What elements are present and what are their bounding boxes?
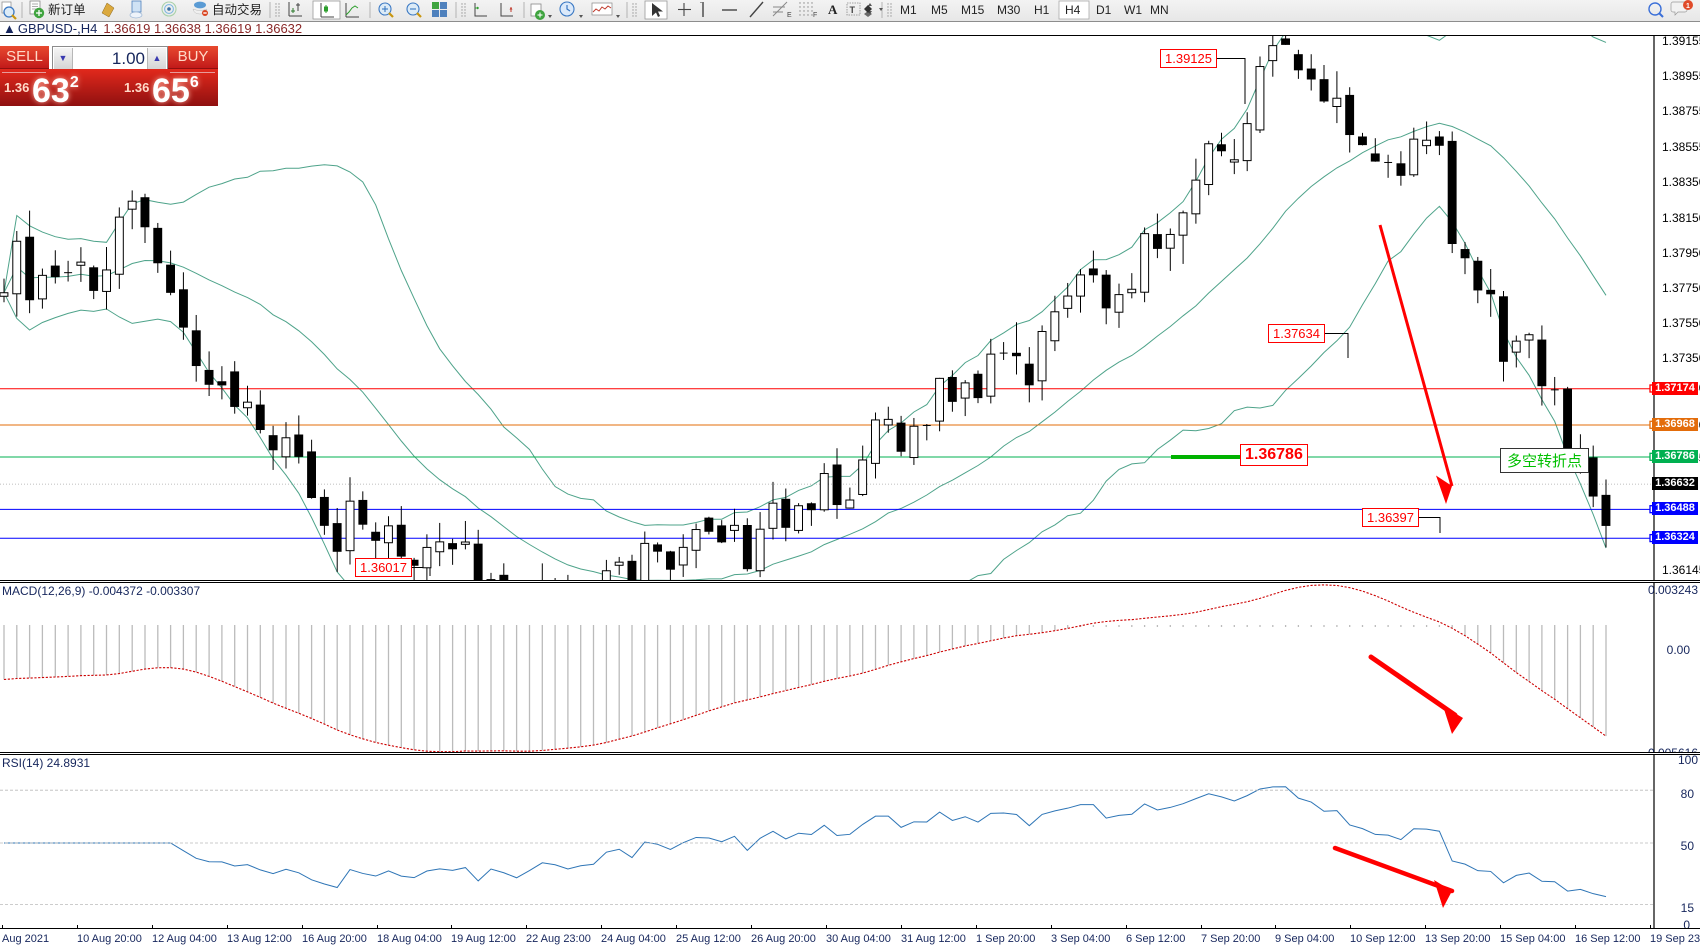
svg-text:W1: W1: [1124, 3, 1142, 17]
svg-text:M1: M1: [900, 3, 917, 17]
svg-text:A: A: [828, 2, 838, 17]
svg-text:T: T: [850, 5, 856, 15]
svg-text:H4: H4: [1065, 3, 1081, 17]
svg-text:MN: MN: [1150, 3, 1169, 17]
svg-text:M5: M5: [931, 3, 948, 17]
svg-text:D1: D1: [1096, 3, 1112, 17]
svg-text:1: 1: [1686, 3, 1690, 10]
svg-text:新订单: 新订单: [48, 2, 86, 17]
svg-text:自动交易: 自动交易: [212, 2, 262, 17]
svg-text:M15: M15: [961, 3, 985, 17]
svg-text:M30: M30: [997, 3, 1021, 17]
svg-text:E: E: [787, 12, 792, 19]
svg-text:F: F: [813, 12, 817, 19]
svg-text:H1: H1: [1034, 3, 1050, 17]
